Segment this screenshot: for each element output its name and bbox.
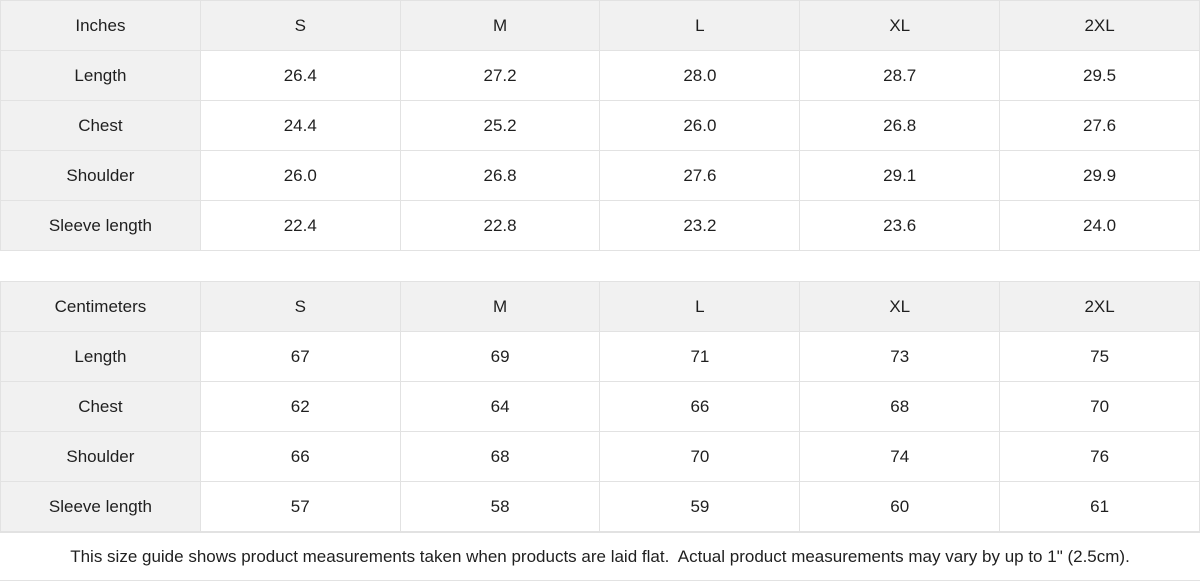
value-cell: 24.4 xyxy=(199,100,401,151)
value-cell: 29.1 xyxy=(799,150,1001,201)
value-cell: 27.2 xyxy=(399,50,601,101)
value-cell: 22.8 xyxy=(399,200,601,251)
size-header-cell: L xyxy=(599,281,801,332)
value-cell: 26.4 xyxy=(199,50,401,101)
table-row: Chest 62 64 66 68 70 xyxy=(0,381,1200,432)
row-label-cell: Sleeve length xyxy=(0,200,201,251)
size-header-cell: XL xyxy=(799,281,1001,332)
value-cell: 75 xyxy=(999,331,1200,382)
value-cell: 68 xyxy=(799,381,1001,432)
value-cell: 29.9 xyxy=(999,150,1200,201)
value-cell: 22.4 xyxy=(199,200,401,251)
value-cell: 62 xyxy=(199,381,401,432)
size-header-cell: XL xyxy=(799,0,1001,51)
value-cell: 69 xyxy=(399,331,601,382)
value-cell: 60 xyxy=(799,481,1001,532)
value-cell: 58 xyxy=(399,481,601,532)
row-label-cell: Chest xyxy=(0,100,201,151)
size-header-cell: S xyxy=(199,281,401,332)
table-row: Shoulder 26.0 26.8 27.6 29.1 29.9 xyxy=(0,150,1200,201)
row-label-cell: Shoulder xyxy=(0,150,201,201)
table-row: Shoulder 66 68 70 74 76 xyxy=(0,431,1200,482)
table-row: Length 26.4 27.2 28.0 28.7 29.5 xyxy=(0,50,1200,101)
centimeters-table: Centimeters S M L XL 2XL Length 67 69 71… xyxy=(0,281,1200,532)
value-cell: 66 xyxy=(599,381,801,432)
value-cell: 26.0 xyxy=(599,100,801,151)
row-label-cell: Sleeve length xyxy=(0,481,201,532)
value-cell: 68 xyxy=(399,431,601,482)
value-cell: 73 xyxy=(799,331,1001,382)
value-cell: 61 xyxy=(999,481,1200,532)
value-cell: 28.7 xyxy=(799,50,1001,101)
value-cell: 26.8 xyxy=(399,150,601,201)
size-header-cell: L xyxy=(599,0,801,51)
value-cell: 26.8 xyxy=(799,100,1001,151)
row-label-cell: Shoulder xyxy=(0,431,201,482)
table-row: Chest 24.4 25.2 26.0 26.8 27.6 xyxy=(0,100,1200,151)
size-header-cell: 2XL xyxy=(999,0,1200,51)
value-cell: 29.5 xyxy=(999,50,1200,101)
table-spacer xyxy=(0,251,1200,281)
size-header-cell: M xyxy=(399,0,601,51)
value-cell: 23.6 xyxy=(799,200,1001,251)
table-header-row: Inches S M L XL 2XL xyxy=(0,0,1200,51)
value-cell: 28.0 xyxy=(599,50,801,101)
unit-header-cell: Inches xyxy=(0,0,201,51)
value-cell: 66 xyxy=(199,431,401,482)
value-cell: 25.2 xyxy=(399,100,601,151)
unit-header-cell: Centimeters xyxy=(0,281,201,332)
value-cell: 26.0 xyxy=(199,150,401,201)
value-cell: 27.6 xyxy=(999,100,1200,151)
row-label-cell: Length xyxy=(0,331,201,382)
table-row: Length 67 69 71 73 75 xyxy=(0,331,1200,382)
size-guide-note: This size guide shows product measuremen… xyxy=(0,532,1200,581)
value-cell: 70 xyxy=(599,431,801,482)
value-cell: 67 xyxy=(199,331,401,382)
row-label-cell: Chest xyxy=(0,381,201,432)
size-header-cell: S xyxy=(199,0,401,51)
size-header-cell: M xyxy=(399,281,601,332)
table-row: Sleeve length 57 58 59 60 61 xyxy=(0,481,1200,532)
value-cell: 23.2 xyxy=(599,200,801,251)
value-cell: 71 xyxy=(599,331,801,382)
value-cell: 70 xyxy=(999,381,1200,432)
size-header-cell: 2XL xyxy=(999,281,1200,332)
value-cell: 74 xyxy=(799,431,1001,482)
table-row: Sleeve length 22.4 22.8 23.2 23.6 24.0 xyxy=(0,200,1200,251)
inches-table: Inches S M L XL 2XL Length 26.4 27.2 28.… xyxy=(0,0,1200,251)
value-cell: 57 xyxy=(199,481,401,532)
value-cell: 64 xyxy=(399,381,601,432)
value-cell: 76 xyxy=(999,431,1200,482)
row-label-cell: Length xyxy=(0,50,201,101)
value-cell: 59 xyxy=(599,481,801,532)
value-cell: 24.0 xyxy=(999,200,1200,251)
value-cell: 27.6 xyxy=(599,150,801,201)
table-header-row: Centimeters S M L XL 2XL xyxy=(0,281,1200,332)
